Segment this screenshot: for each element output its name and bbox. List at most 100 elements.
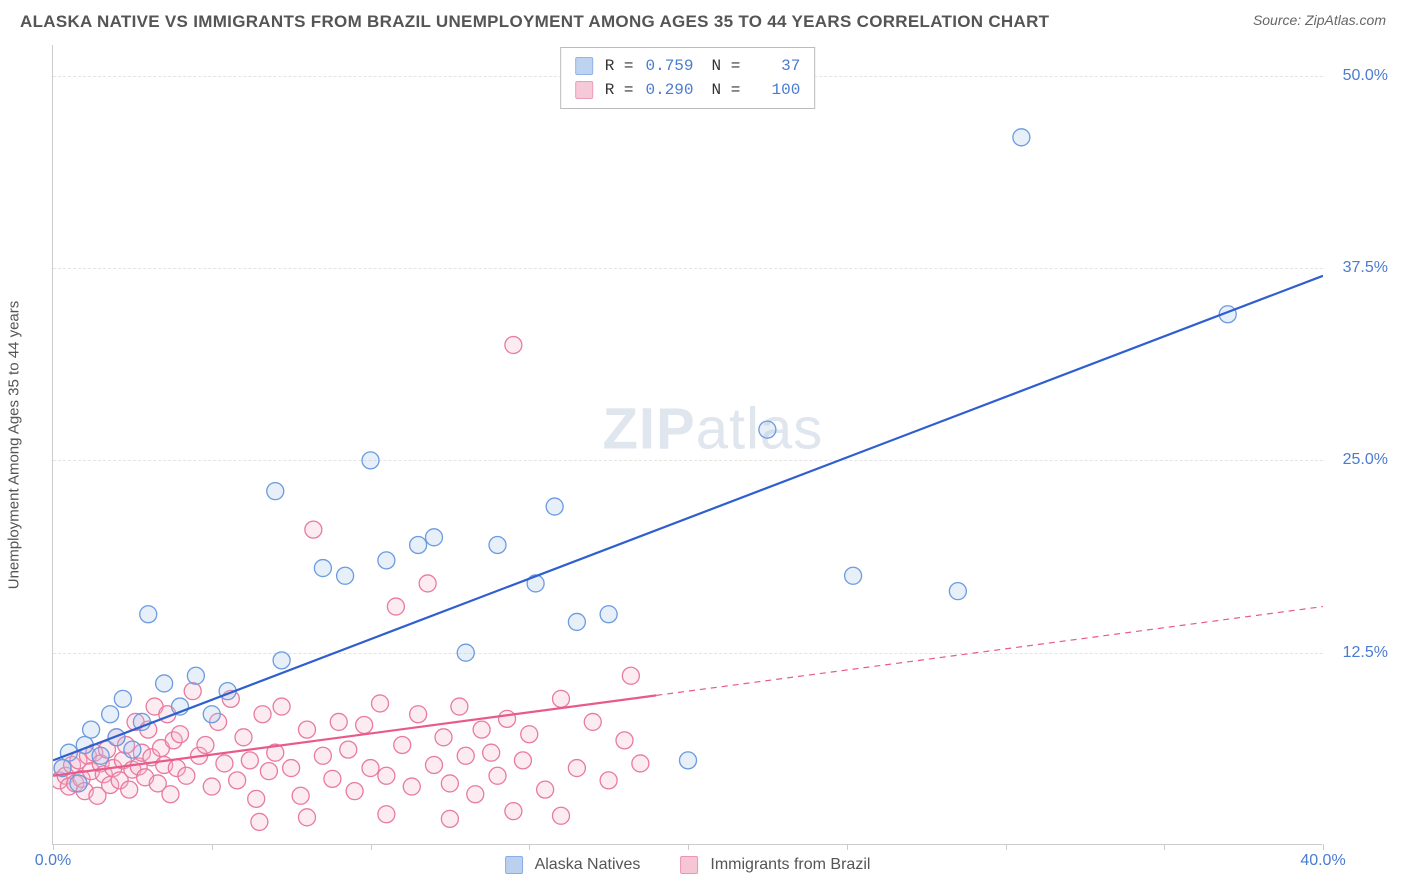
data-point bbox=[156, 675, 173, 692]
data-point bbox=[622, 667, 639, 684]
data-point bbox=[121, 781, 138, 798]
data-point bbox=[553, 690, 570, 707]
data-point bbox=[568, 613, 585, 630]
legend-label: Immigrants from Brazil bbox=[710, 856, 870, 874]
data-point bbox=[441, 775, 458, 792]
data-point bbox=[483, 744, 500, 761]
data-point bbox=[283, 760, 300, 777]
data-point bbox=[372, 695, 389, 712]
data-point bbox=[467, 786, 484, 803]
data-point bbox=[340, 741, 357, 758]
data-point bbox=[92, 747, 109, 764]
data-point bbox=[324, 770, 341, 787]
stat-n-value: 37 bbox=[748, 54, 800, 78]
data-point bbox=[394, 737, 411, 754]
data-point bbox=[70, 775, 87, 792]
trend-line-solid bbox=[53, 276, 1323, 761]
data-point bbox=[187, 667, 204, 684]
legend-swatch bbox=[575, 81, 593, 99]
data-point bbox=[600, 772, 617, 789]
legend-swatch bbox=[575, 57, 593, 75]
data-point bbox=[441, 810, 458, 827]
plot-area: ZIPatlas R = 0.759 N = 37 R = 0.290 N = … bbox=[52, 45, 1322, 845]
data-point bbox=[387, 598, 404, 615]
legend-label: Alaska Natives bbox=[535, 856, 641, 874]
data-point bbox=[410, 537, 427, 554]
data-point bbox=[248, 790, 265, 807]
x-tick-mark bbox=[1323, 844, 1324, 850]
data-point bbox=[457, 747, 474, 764]
data-point bbox=[273, 698, 290, 715]
data-point bbox=[140, 606, 157, 623]
y-tick-label: 50.0% bbox=[1328, 67, 1388, 85]
data-point bbox=[1013, 129, 1030, 146]
data-point bbox=[162, 786, 179, 803]
data-point bbox=[632, 755, 649, 772]
data-point bbox=[473, 721, 490, 738]
stat-r-value: 0.290 bbox=[642, 78, 694, 102]
data-point bbox=[314, 560, 331, 577]
stat-r-value: 0.759 bbox=[642, 54, 694, 78]
data-point bbox=[845, 567, 862, 584]
data-point bbox=[229, 772, 246, 789]
data-point bbox=[216, 755, 233, 772]
data-point bbox=[197, 737, 214, 754]
data-point bbox=[505, 803, 522, 820]
stats-legend-box: R = 0.759 N = 37 R = 0.290 N = 100 bbox=[560, 47, 816, 109]
data-point bbox=[553, 807, 570, 824]
data-point bbox=[356, 717, 373, 734]
x-tick-label: 40.0% bbox=[1300, 852, 1345, 870]
data-point bbox=[83, 721, 100, 738]
data-point bbox=[124, 741, 141, 758]
data-point bbox=[102, 706, 119, 723]
data-point bbox=[273, 652, 290, 669]
y-tick-label: 37.5% bbox=[1328, 259, 1388, 277]
data-point bbox=[203, 706, 220, 723]
stat-r-label: R = bbox=[605, 78, 634, 102]
data-point bbox=[314, 747, 331, 764]
trend-line-dashed bbox=[656, 607, 1323, 696]
data-point bbox=[489, 537, 506, 554]
data-point bbox=[346, 783, 363, 800]
stat-n-label: N = bbox=[712, 54, 741, 78]
x-tick-label: 0.0% bbox=[35, 852, 71, 870]
plot-container: Unemployment Among Ages 35 to 44 years Z… bbox=[52, 45, 1392, 845]
data-point bbox=[330, 713, 347, 730]
data-point bbox=[299, 809, 316, 826]
data-point bbox=[172, 726, 189, 743]
data-point bbox=[378, 806, 395, 823]
data-point bbox=[949, 583, 966, 600]
data-point bbox=[251, 813, 268, 830]
data-point bbox=[505, 337, 522, 354]
data-point bbox=[292, 787, 309, 804]
data-point bbox=[489, 767, 506, 784]
stat-n-label: N = bbox=[712, 78, 741, 102]
data-point bbox=[759, 421, 776, 438]
data-point bbox=[378, 767, 395, 784]
data-point bbox=[203, 778, 220, 795]
legend-item: Alaska Natives bbox=[505, 856, 641, 874]
data-point bbox=[499, 710, 516, 727]
data-point bbox=[457, 644, 474, 661]
data-point bbox=[178, 767, 195, 784]
data-point bbox=[260, 763, 277, 780]
data-point bbox=[267, 483, 284, 500]
scatter-svg bbox=[53, 45, 1323, 845]
stat-n-value: 100 bbox=[748, 78, 800, 102]
data-point bbox=[235, 729, 252, 746]
source-attribution: Source: ZipAtlas.com bbox=[1253, 12, 1386, 28]
y-tick-label: 12.5% bbox=[1328, 644, 1388, 662]
data-point bbox=[114, 690, 131, 707]
legend-swatch bbox=[680, 856, 698, 874]
data-point bbox=[537, 781, 554, 798]
data-point bbox=[184, 683, 201, 700]
data-point bbox=[254, 706, 271, 723]
y-axis-label: Unemployment Among Ages 35 to 44 years bbox=[6, 301, 23, 590]
data-point bbox=[600, 606, 617, 623]
data-point bbox=[305, 521, 322, 538]
data-point bbox=[521, 726, 538, 743]
data-point bbox=[378, 552, 395, 569]
data-point bbox=[410, 706, 427, 723]
data-point bbox=[546, 498, 563, 515]
data-point bbox=[451, 698, 468, 715]
